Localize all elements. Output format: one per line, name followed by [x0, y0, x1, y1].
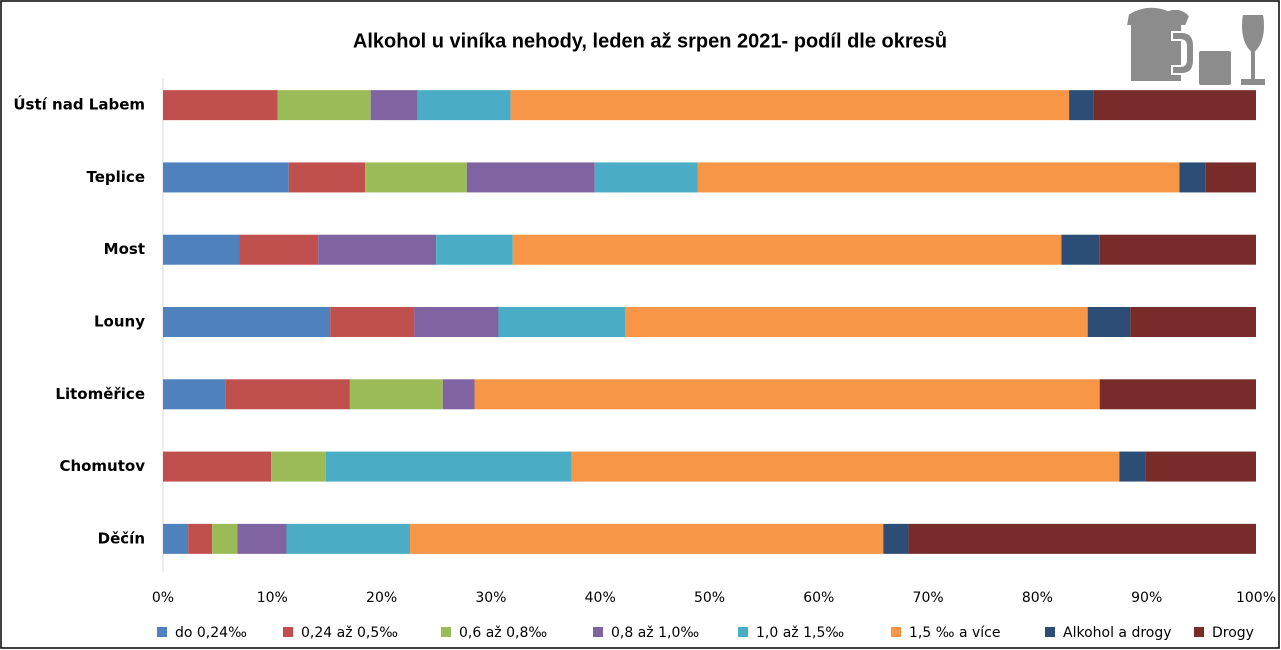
- x-tick-label: 40%: [585, 590, 616, 606]
- bar-segment: [1179, 162, 1206, 193]
- bar-segment: [1205, 162, 1256, 193]
- bar-segment: [163, 451, 272, 482]
- drink-icons: [1124, 5, 1267, 87]
- bar-segment: [442, 379, 475, 410]
- legend-swatch: [157, 627, 167, 637]
- legend-swatch: [1194, 627, 1204, 637]
- bar-segment: [1087, 307, 1131, 337]
- legend-swatch: [593, 627, 603, 637]
- bar-segment: [349, 379, 443, 410]
- x-tick-label: 30%: [475, 590, 506, 606]
- bar-segment: [271, 451, 326, 482]
- bar-segment: [1099, 379, 1256, 410]
- bar-segment: [466, 162, 595, 193]
- bar-segment: [277, 90, 371, 121]
- bar-segment: [410, 523, 884, 554]
- legend-swatch: [891, 627, 901, 637]
- bar-segment: [417, 90, 511, 121]
- y-tick-label: Most: [104, 240, 145, 258]
- bar-segment: [237, 523, 287, 554]
- bar-segment: [163, 162, 289, 193]
- bar-segment: [288, 162, 366, 193]
- legend-label: 1,0 až 1,5‰: [756, 625, 844, 641]
- bar-segment: [325, 451, 572, 482]
- y-tick-label: Litoměřice: [55, 385, 145, 403]
- bar-segment: [1099, 234, 1256, 265]
- bar-segment: [1069, 90, 1094, 121]
- x-tick-label: 60%: [803, 590, 834, 606]
- legend-swatch: [738, 627, 748, 637]
- bar-segment: [239, 234, 319, 265]
- bar-segment: [318, 234, 437, 265]
- y-tick-label: Ústí nad Labem: [13, 95, 145, 114]
- x-tick-label: 80%: [1022, 590, 1053, 606]
- bar-segment: [286, 523, 411, 554]
- bar-segment: [163, 234, 240, 265]
- bar-segment: [1145, 451, 1256, 482]
- x-tick-label: 50%: [694, 590, 725, 606]
- bar-segment: [163, 90, 278, 121]
- bar-segment: [330, 307, 415, 337]
- bar-segment: [571, 451, 1120, 482]
- bar-segment: [414, 307, 499, 337]
- y-tick-label: Děčín: [98, 529, 145, 547]
- legend-label: 1,5 ‰ a více: [909, 625, 1000, 641]
- bar-segment: [163, 523, 189, 554]
- legend-swatch: [441, 627, 451, 637]
- bar-segment: [594, 162, 698, 193]
- y-tick-label: Chomutov: [59, 457, 145, 475]
- y-tick-label: Teplice: [87, 168, 146, 186]
- bar-segment: [1061, 234, 1100, 265]
- bar-segment: [365, 162, 467, 193]
- legend-swatch: [1045, 627, 1055, 637]
- legend-swatch: [283, 627, 293, 637]
- legend-label: do 0,24‰: [175, 625, 247, 641]
- legend-label: 0,24 až 0,5‰: [301, 625, 398, 641]
- bar-segment: [512, 234, 1062, 265]
- bar-segment: [1130, 307, 1256, 337]
- bar-segment: [498, 307, 626, 337]
- legend-label: Drogy: [1212, 625, 1254, 641]
- legend-label: 0,6 až 0,8‰: [459, 625, 547, 641]
- bar-segment: [163, 379, 226, 410]
- y-tick-label: Louny: [94, 313, 145, 331]
- bar-segment: [436, 234, 513, 265]
- bar-segment: [883, 523, 909, 554]
- bar-segment: [908, 523, 1256, 554]
- bar-segment: [163, 307, 331, 337]
- x-tick-label: 20%: [366, 590, 397, 606]
- bar-segment: [474, 379, 1100, 410]
- x-tick-label: 100%: [1236, 590, 1276, 606]
- bar-segment: [510, 90, 1070, 121]
- x-tick-label: 70%: [913, 590, 944, 606]
- legend-label: Alkohol a drogy: [1063, 625, 1172, 641]
- bar-segment: [225, 379, 350, 410]
- bar-segment: [1093, 90, 1256, 121]
- bar-segment: [625, 307, 1088, 337]
- bar-segment: [697, 162, 1180, 193]
- bar-segment: [188, 523, 213, 554]
- bar-segment: [1119, 451, 1146, 482]
- x-tick-label: 0%: [152, 590, 174, 606]
- legend-label: 0,8 až 1,0‰: [611, 625, 699, 641]
- bar-segment: [370, 90, 418, 121]
- x-tick-label: 90%: [1131, 590, 1162, 606]
- chart-title: Alkohol u viníka nehody, leden až srpen …: [353, 30, 947, 52]
- x-tick-label: 10%: [257, 590, 288, 606]
- bar-segment: [212, 523, 238, 554]
